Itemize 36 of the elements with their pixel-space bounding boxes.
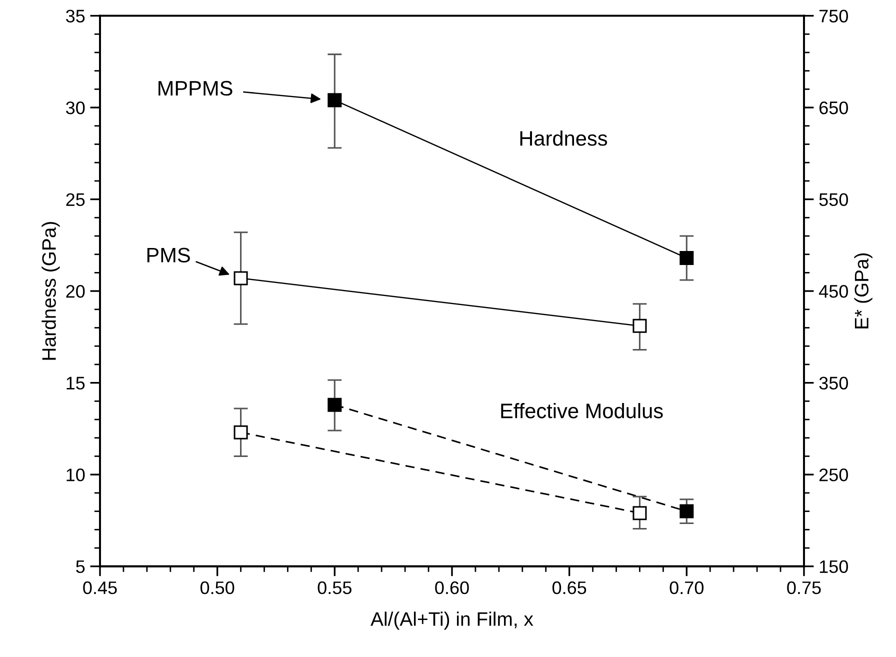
x-axis-title: Al/(Al+Ti) in Film, x <box>370 612 534 630</box>
x-tick-label: 0.70 <box>670 581 704 594</box>
y-tick-label: 20 <box>66 284 85 298</box>
x-tick-label: 0.75 <box>787 581 821 594</box>
y-tick-label: 35 <box>66 10 85 22</box>
y-tick-label: 10 <box>66 468 85 482</box>
y2-tick-label: 250 <box>819 468 848 482</box>
point <box>234 425 248 440</box>
x-tick-label: 0.60 <box>435 581 469 594</box>
y2-tick-label: 550 <box>819 193 848 206</box>
y2-tick-label: 350 <box>819 376 848 390</box>
x-tick-label: 0.55 <box>318 581 352 594</box>
point <box>328 93 342 108</box>
annotation: Effective Modulus <box>501 403 663 418</box>
y-tick-label: 5 <box>76 560 85 574</box>
x-tick-label: 0.50 <box>200 581 234 594</box>
y2-tick-label: 150 <box>820 560 848 574</box>
point <box>632 506 647 520</box>
point <box>680 251 694 266</box>
annotation: Hardness <box>520 130 608 146</box>
y2-tick-label: 750 <box>819 10 848 22</box>
y-tick-label: 15 <box>66 376 85 390</box>
y-axis-title: Hardness (GPa) <box>42 222 60 360</box>
point <box>632 318 647 333</box>
point <box>234 271 248 286</box>
annotation: PMS <box>147 248 190 263</box>
x-tick-label: 0.45 <box>83 581 117 594</box>
y2-axis-title: E* (GPa) <box>854 253 872 328</box>
x-tick-label: 0.65 <box>552 581 586 594</box>
point <box>328 398 342 412</box>
y2-tick-label: 450 <box>818 284 848 298</box>
y-tick-label: 30 <box>66 101 85 114</box>
y2-tick-label: 650 <box>819 101 848 114</box>
point <box>680 504 694 518</box>
annotation: MPPMS <box>158 80 232 96</box>
y-tick-label: 25 <box>66 193 85 206</box>
